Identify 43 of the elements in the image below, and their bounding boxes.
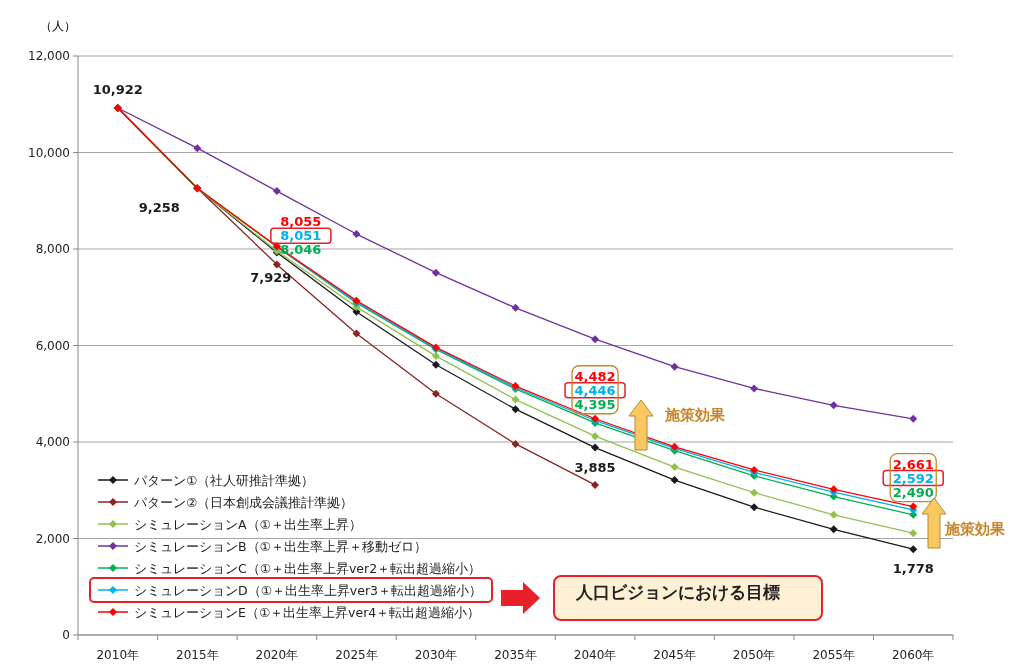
data-label: 8,055 <box>280 214 322 230</box>
data-label: 9,258 <box>138 200 180 216</box>
data-label: 10,922 <box>92 82 143 98</box>
y-tick-label: 2,000 <box>35 531 70 546</box>
data-label: 8,046 <box>280 242 322 258</box>
y-tick-label: 6,000 <box>35 338 70 353</box>
x-tick-label: 2055年 <box>812 648 855 662</box>
data-label: 2,661 <box>892 456 934 472</box>
x-tick-label: 2010年 <box>96 648 140 662</box>
y-tick-label: 0 <box>62 628 70 642</box>
x-tick-label: 2040年 <box>573 648 617 662</box>
x-tick-label: 2015年 <box>176 648 219 662</box>
legend-label: シミュレーションC（①＋出生率上昇ver2＋転出超過縮小） <box>134 561 482 576</box>
x-tick-label: 2025年 <box>335 648 378 662</box>
data-label: 7,929 <box>250 270 292 286</box>
data-label: 2,592 <box>892 470 934 486</box>
legend-label: パターン①（社人研推計準拠） <box>133 473 315 488</box>
x-tick-label: 2035年 <box>494 648 537 662</box>
x-tick-label: 2060年 <box>891 648 935 662</box>
y-axis-title: （人） <box>40 19 76 33</box>
data-label: 3,885 <box>574 459 616 475</box>
data-label: 4,395 <box>574 396 616 412</box>
data-label: 2,490 <box>892 484 934 500</box>
x-tick-label: 2020年 <box>255 648 299 662</box>
legend-label: シミュレーションB（①＋出生率上昇＋移動ゼロ） <box>134 539 427 554</box>
data-label: 4,446 <box>574 382 616 398</box>
data-label: 8,051 <box>280 228 322 244</box>
data-label: 1,778 <box>892 561 934 577</box>
legend-label: シミュレーションA（①＋出生率上昇） <box>134 517 362 532</box>
legend-label: シミュレーションE（①＋出生率上昇ver4＋転出超過縮小） <box>134 605 481 620</box>
legend-label: パターン②（日本創成会議推計準拠） <box>133 495 354 510</box>
y-tick-label: 8,000 <box>35 242 70 256</box>
y-tick-label: 10,000 <box>28 145 70 160</box>
x-tick-label: 2050年 <box>732 648 776 662</box>
x-tick-label: 2030年 <box>414 648 458 662</box>
data-label: 4,482 <box>574 368 616 384</box>
y-tick-label: 4,000 <box>35 435 70 449</box>
legend-label: シミュレーションD（①＋出生率上昇ver3＋転出超過縮小） <box>134 583 483 598</box>
y-tick-label: 12,000 <box>28 49 70 63</box>
annotation: 施策効果 <box>664 406 726 424</box>
x-tick-label: 2045年 <box>653 648 696 662</box>
annotation: 人口ビジョンにおける目標 <box>575 582 780 602</box>
annotation: 施策効果 <box>944 520 1006 538</box>
